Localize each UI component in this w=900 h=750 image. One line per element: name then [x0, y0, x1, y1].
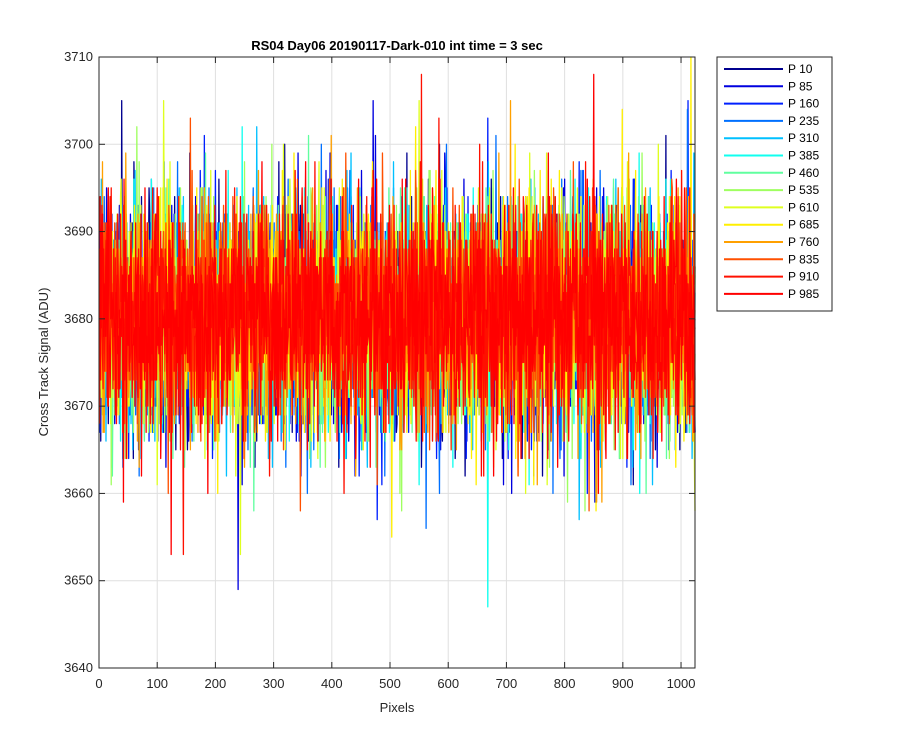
- y-tick-label: 3670: [64, 398, 93, 413]
- legend-box: [716, 56, 833, 312]
- legend-label: P 385: [788, 149, 819, 163]
- legend-label: P 835: [788, 252, 819, 266]
- legend-label: P 235: [788, 114, 819, 128]
- x-tick-label: 900: [612, 676, 634, 691]
- legend-label: P 910: [788, 270, 819, 284]
- legend-label: P 310: [788, 131, 819, 145]
- legend-label: P 85: [788, 79, 813, 93]
- y-axis: 3640 3650 3660 3670 3680 3690 3700 3710: [64, 49, 695, 675]
- x-tick-label: 1000: [667, 676, 696, 691]
- legend-label: P 985: [788, 287, 819, 301]
- x-tick-label: 200: [205, 676, 227, 691]
- legend-label: P 160: [788, 97, 819, 111]
- x-tick-label: 400: [321, 676, 343, 691]
- y-tick-label: 3690: [64, 224, 93, 239]
- x-tick-label: 800: [554, 676, 576, 691]
- y-axis-label: Cross Track Signal (ADU): [36, 288, 51, 437]
- y-tick-label: 3680: [64, 311, 93, 326]
- series-lines: [98, 56, 696, 608]
- x-tick-label: 600: [437, 676, 459, 691]
- legend-label: P 535: [788, 183, 819, 197]
- legend-label: P 685: [788, 218, 819, 232]
- y-tick-label: 3640: [64, 660, 93, 675]
- x-axis-label: Pixels: [380, 700, 415, 715]
- plot-frame: [98, 56, 696, 669]
- legend-label: P 10: [788, 62, 813, 76]
- y-tick-label: 3660: [64, 485, 93, 500]
- y-tick-label: 3710: [64, 49, 93, 64]
- legend-label: P 610: [788, 200, 819, 214]
- x-axis: 0 100 200 300 400 500 600 700 800 900 1000: [95, 57, 695, 691]
- chart-title: RS04 Day06 20190117-Dark-010 int time = …: [251, 38, 543, 53]
- legend-label: P 460: [788, 166, 819, 180]
- series-line-p-985: [98, 73, 696, 556]
- legend-label: P 760: [788, 235, 819, 249]
- x-tick-label: 100: [146, 676, 168, 691]
- x-tick-label: 700: [496, 676, 518, 691]
- y-tick-label: 3650: [64, 573, 93, 588]
- x-tick-label: 0: [95, 676, 102, 691]
- x-tick-label: 300: [263, 676, 285, 691]
- legend: P 10 P 85 P 160 P 235 P 310 P 385 P 460 P 535 P …: [716, 56, 833, 312]
- x-tick-label: 500: [379, 676, 401, 691]
- y-tick-label: 3700: [64, 136, 93, 151]
